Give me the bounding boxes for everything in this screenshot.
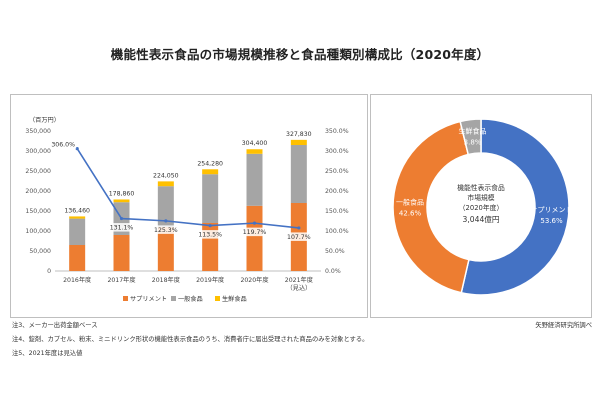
y-axis-tick-label: 350,000 [25,128,51,135]
donut-center-text: 3,044億円 [463,214,500,224]
bar-segment [246,153,263,206]
footnote-5: 注5、2021年度は見込値 [12,350,83,357]
bar-segment [202,169,219,175]
growth-rate-label: 306.0% [51,142,75,149]
donut-slice-value: 42.6% [399,209,422,217]
y-axis-tick-label: 150,000 [25,208,51,215]
legend-label: 一般食品 [178,295,203,303]
x-axis-tick-label: 2020年度 [240,276,268,284]
y2-axis-tick-label: 350.0% [325,128,349,135]
growth-rate-point [164,219,168,223]
source-credit: 矢野経済研究所調べ [535,322,592,329]
donut-slice-label: 生鮮食品 [459,127,487,136]
growth-rate-label: 131.1% [110,225,134,232]
growth-rate-label: 119.7% [243,229,267,236]
y-axis-tick-label: 0 [47,268,51,275]
bar-total-label: 136,460 [64,207,90,214]
bar-total-label: 178,860 [109,190,135,197]
market-size-chart-panel: （百万円） 0 50,000 100,000 150,000 200,000 250,000… [10,94,368,318]
x-axis-tick-label: 2019年度 [196,276,224,284]
donut-center-text: 市場規模 [467,193,494,202]
donut-slice-label: 一般食品 [396,197,424,206]
growth-rate-label-bg [197,230,224,239]
growth-rate-point [119,216,124,221]
legend-swatch [171,296,176,301]
x-axis-tick-label: 2021年度 [285,276,313,284]
growth-rate-label-bg [50,140,77,149]
growth-rate-label: 107.7% [287,234,311,241]
y-axis-tick-label: 50,000 [29,248,51,255]
legend-label: サプリメント [130,296,167,303]
growth-rate-label: 113.5% [198,232,222,239]
market-size-bar-chart: （百万円） 0 50,000 100,000 150,000 200,000 250,000… [25,117,349,303]
y2-axis-tick-label: 100.0% [325,228,349,235]
y-axis-unit-label: （百万円） [29,117,60,124]
y-axis-tick-label: 200,000 [25,188,51,195]
growth-rate-point [297,226,301,230]
donut-center-text: （2020年度） [459,203,504,212]
donut-slice-label: サプリメント [531,206,573,214]
growth-rate-point [208,224,212,228]
food-type-donut-chart: サプリメント 53.6% 一般食品 42.6% 生鮮食品 3.8% 機能性表示食品市場規模（… [392,118,573,296]
growth-rate-line [76,148,299,229]
y2-axis-tick-label: 300.0% [325,148,349,155]
y2-axis-tick-label: 250.0% [325,168,349,175]
footnote-3: 注3、メーカー出荷金額ベース [12,322,98,329]
y2-axis-tick-label: 150.0% [325,208,349,215]
legend-swatch [215,296,220,301]
growth-rate-label-bg [108,223,135,232]
bar-total-label: 304,400 [242,140,268,147]
legend-label: 生鮮食品 [222,295,247,303]
y-axis-tick-label: 250,000 [25,168,51,175]
legend-swatch [123,296,128,301]
x-axis-tick-label: 2017年度 [107,276,135,284]
bar-segment [246,205,263,271]
x-axis-tick-label: 2018年度 [152,276,180,284]
x-axis-tick-sublabel: （見込） [286,284,311,292]
donut-center-text: 機能性表示食品 [457,183,505,192]
growth-rate-label: 125.3% [154,227,178,234]
y-axis-tick-label: 100,000 [25,228,51,235]
bar-segment [202,174,219,223]
bar-total-label: 327,830 [286,131,312,138]
y2-axis-tick-label: 50.0% [325,248,345,255]
bar-segment [157,181,174,187]
donut-slice [460,118,570,296]
bar-segment [157,227,174,271]
bar-segment [290,145,307,203]
growth-rate-label-bg [241,227,268,237]
donut-slice [392,120,470,294]
bar-segment [246,149,263,154]
bar-total-label: 224,050 [153,172,179,179]
bar-segment [69,245,86,271]
donut-slice-value: 3.8% [464,139,482,147]
donut-slice-value: 53.6% [540,217,563,225]
bar-segment [69,216,86,219]
page-title: 機能性表示食品の市場規模推移と食品種類別構成比（2020年度） [110,47,490,62]
x-axis-tick-label: 2016年度 [63,276,91,284]
food-type-composition-panel: サプリメント 53.6% 一般食品 42.6% 生鮮食品 3.8% 機能性表示食品 市場規模（… [370,94,592,318]
bar-segment [290,139,307,145]
bar-segment [69,218,86,245]
growth-rate-label-bg [152,225,179,234]
donut-slice [459,118,482,156]
y-axis-tick-label: 300,000 [25,148,51,155]
y2-axis-tick-label: 0.0% [325,268,341,275]
growth-rate-point [252,221,257,225]
growth-rate-point [75,147,79,151]
growth-rate-label-bg [285,232,312,241]
bar-segment [113,199,130,203]
bar-segment [113,235,130,271]
bar-segment [157,186,174,227]
bar-total-label: 254,280 [197,160,223,167]
y2-axis-tick-label: 200.0% [325,188,349,195]
footnote-4: 注4、錠剤、カプセル、粉末、ミニドリンク形状の機能性表示食品のうち、消費者庁に届… [12,336,369,343]
